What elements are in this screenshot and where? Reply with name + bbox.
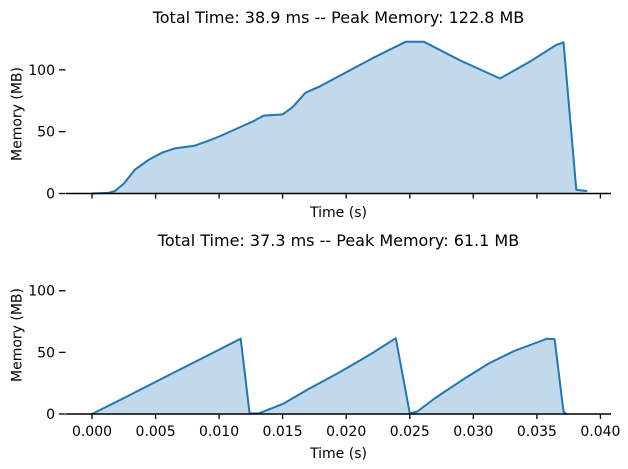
x-tick-label: 0.010 [199, 424, 239, 440]
y-tick-label: 0 [46, 187, 55, 203]
memory-line [91, 40, 588, 195]
bottom-chart: 0.000 0.005 0.010 0.015 0.020 0.025 0.030 0.035… [28, 284, 620, 440]
bottom-chart-title: Total Time: 37.3 ms -- Peak Memory: 61.1… [157, 231, 520, 250]
x-tick-label: 0.015 [263, 424, 303, 440]
y-tick-label: 100 [28, 284, 55, 300]
y-tick-label: 50 [37, 345, 55, 361]
x-tick-label: 0.020 [326, 424, 366, 440]
bottom-chart-x-axis-label: Time (s) [310, 446, 367, 462]
x-tick-label: 0.025 [390, 424, 430, 440]
x-tick-label: 0.030 [453, 424, 493, 440]
y-tick-label: 100 [28, 63, 55, 79]
memory-area-fill [92, 41, 587, 194]
top-chart: 0 50 100 [28, 40, 611, 203]
y-tick-label: 50 [37, 125, 55, 141]
top-chart-y-axis-label: Memory (MB) [9, 67, 26, 161]
memory-line [91, 337, 568, 415]
x-tick-label: 0.005 [136, 424, 176, 440]
bottom-chart-y-axis-label: Memory (MB) [9, 288, 26, 382]
y-tick-label: 0 [46, 407, 55, 423]
x-tick-label: 0.040 [580, 424, 620, 440]
x-tick-label: 0.000 [72, 424, 112, 440]
top-chart-title: Total Time: 38.9 ms -- Peak Memory: 122.… [152, 8, 525, 27]
x-tick-label: 0.035 [517, 424, 557, 440]
memory-area-fill [92, 338, 567, 414]
top-chart-x-axis-label: Time (s) [310, 205, 367, 221]
